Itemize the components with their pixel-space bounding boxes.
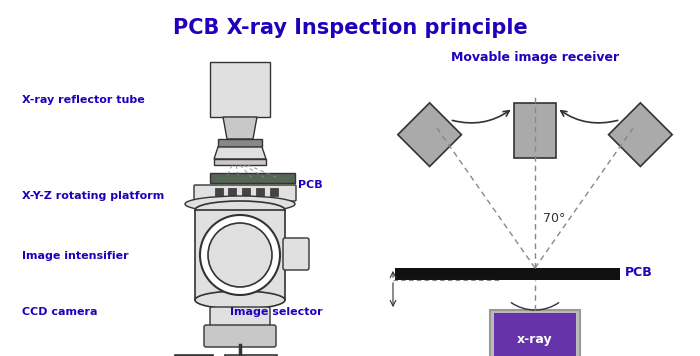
Text: PCB: PCB [298, 180, 323, 190]
Bar [256, 188, 264, 196]
Text: x-ray: x-ray [517, 333, 553, 346]
Bar [210, 173, 295, 183]
Bar [175, 355, 213, 356]
Text: X-ray reflector tube: X-ray reflector tube [22, 95, 145, 105]
Bar [490, 310, 580, 356]
Bar [225, 355, 277, 356]
Bar [242, 188, 250, 196]
FancyBboxPatch shape [204, 325, 276, 347]
Bar [228, 188, 236, 196]
Bar [195, 210, 285, 300]
Bar [270, 188, 278, 196]
Text: 70°: 70° [543, 211, 566, 225]
FancyBboxPatch shape [210, 307, 270, 329]
Ellipse shape [208, 223, 272, 287]
Bar [218, 139, 262, 147]
Text: PCB: PCB [625, 267, 652, 279]
Polygon shape [398, 103, 461, 167]
Ellipse shape [185, 196, 295, 212]
FancyBboxPatch shape [194, 185, 296, 201]
Bar [395, 268, 620, 280]
Text: CCD camera: CCD camera [22, 307, 97, 317]
Polygon shape [608, 103, 672, 167]
Polygon shape [223, 117, 257, 139]
Bar [215, 188, 223, 196]
Text: Movable image receiver: Movable image receiver [451, 51, 619, 63]
Text: X-Y-Z rotating platform: X-Y-Z rotating platform [22, 191, 164, 201]
Text: Image intensifier: Image intensifier [22, 251, 129, 261]
Bar [494, 313, 576, 356]
Bar [214, 159, 266, 165]
Text: Image selector: Image selector [230, 307, 323, 317]
Ellipse shape [195, 291, 285, 309]
FancyBboxPatch shape [283, 238, 309, 270]
Ellipse shape [195, 201, 285, 219]
Polygon shape [514, 103, 556, 157]
Polygon shape [214, 147, 266, 159]
Polygon shape [210, 62, 270, 117]
Text: PCB X-ray Inspection principle: PCB X-ray Inspection principle [173, 18, 527, 38]
Ellipse shape [200, 215, 280, 295]
